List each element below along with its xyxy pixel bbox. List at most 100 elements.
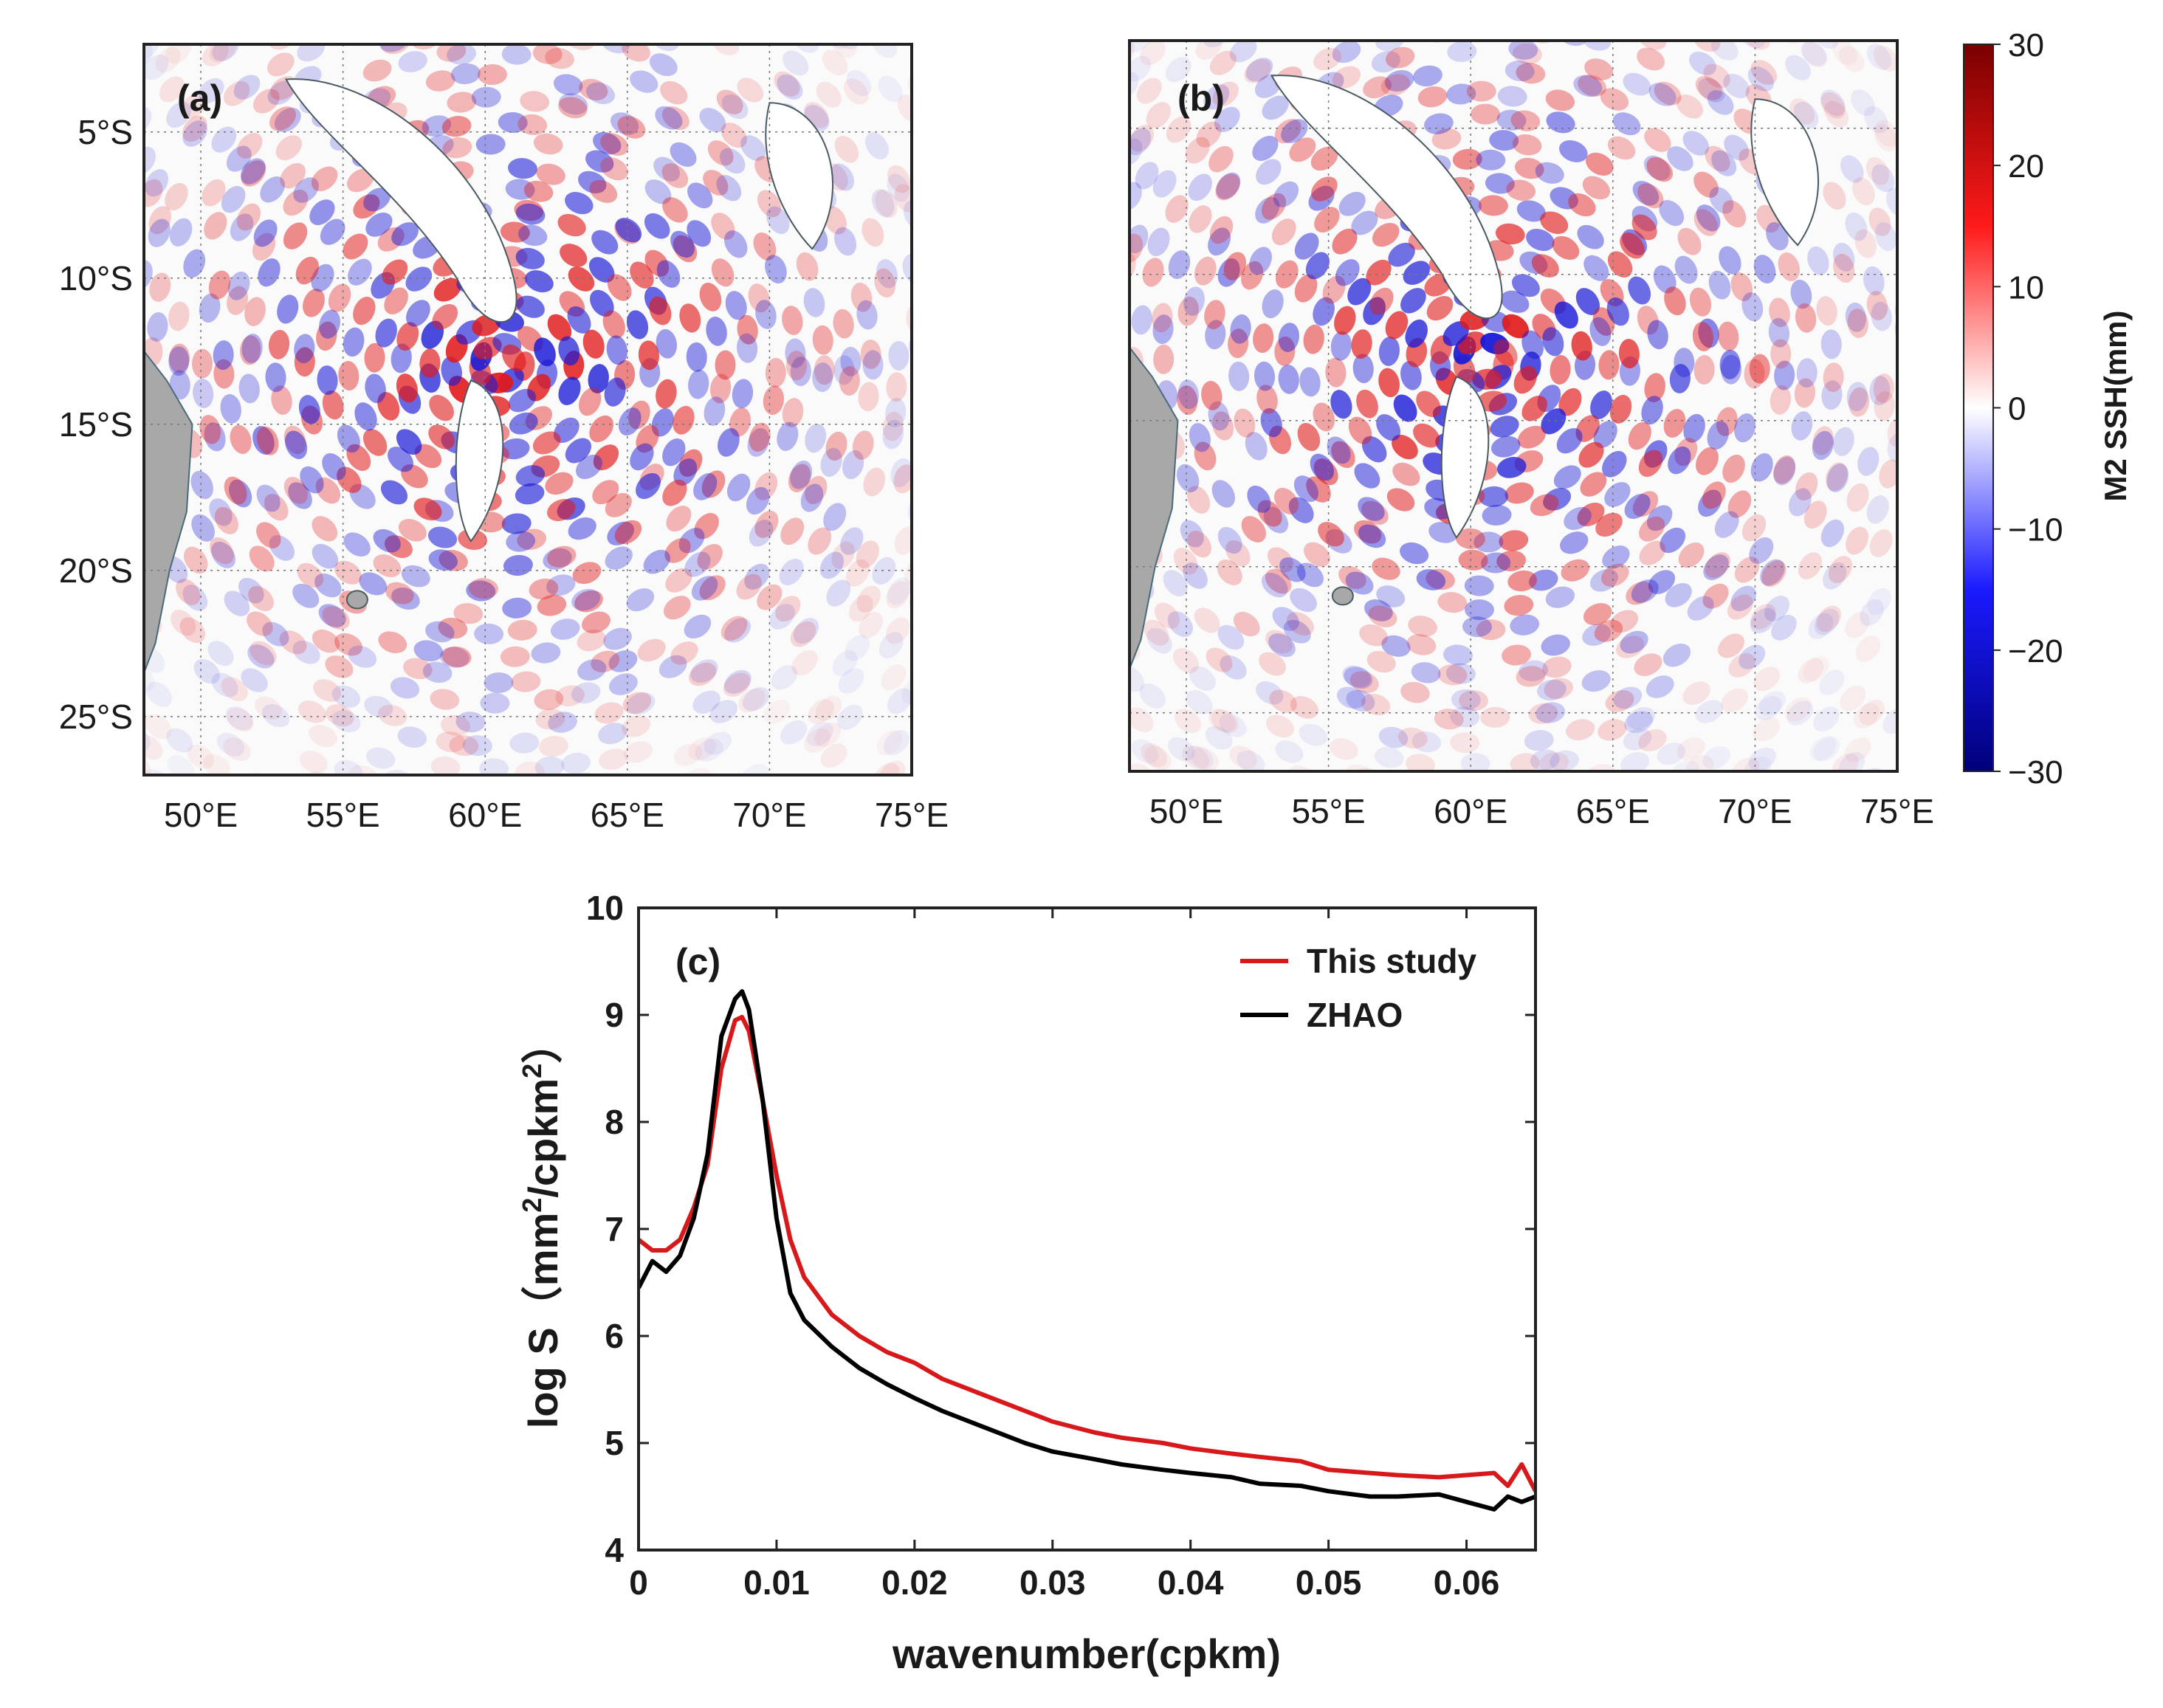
ssh-wave-blob	[167, 755, 194, 775]
ssh-wave-blob	[441, 357, 462, 386]
ssh-wave-blob	[748, 283, 770, 313]
ssh-wave-blob	[890, 458, 912, 487]
ssh-wave-blob	[1091, 79, 1123, 114]
ssh-wave-blob	[1545, 89, 1575, 111]
ssh-wave-blob	[1936, 421, 1962, 453]
ssh-wave-blob	[241, 668, 268, 692]
ssh-wave-blob	[1275, 260, 1299, 289]
ssh-wave-blob	[978, 402, 1003, 433]
ssh-wave-blob	[1813, 706, 1840, 731]
ssh-wave-blob	[1594, 619, 1623, 642]
ssh-wave-blob	[1637, 306, 1659, 335]
ssh-wave-blob	[1802, 42, 1828, 68]
ssh-wave-blob	[1397, 727, 1428, 749]
ssh-wave-blob	[167, 937, 202, 969]
ssh-wave-blob	[952, 414, 976, 446]
ssh-wave-blob	[516, 985, 546, 1008]
ssh-wave-blob	[1790, 279, 1812, 309]
ssh-wave-blob	[353, 194, 380, 219]
ssh-wave-blob	[28, 249, 55, 282]
ssh-wave-blob	[1005, 278, 1030, 311]
ssh-wave-blob	[343, 233, 368, 260]
ssh-wave-blob	[1721, 688, 1748, 712]
y-tick-label: 8	[605, 1103, 624, 1141]
ssh-wave-blob	[2029, 0, 2063, 7]
ssh-wave-blob	[256, 522, 281, 548]
ssh-wave-blob	[1809, 736, 1837, 761]
ssh-wave-blob	[558, 376, 581, 405]
ssh-wave-blob	[1022, 489, 1052, 524]
ssh-wave-blob	[939, 468, 966, 502]
ssh-wave-blob	[1253, 323, 1274, 354]
ssh-wave-blob	[262, 828, 298, 858]
ssh-wave-blob	[1631, 0, 1666, 27]
ssh-wave-blob	[1562, 1040, 1594, 1064]
ssh-wave-blob	[924, 183, 954, 218]
ssh-wave-blob	[190, 471, 213, 500]
ssh-wave-blob	[694, 828, 729, 858]
ssh-wave-blob	[2005, 219, 2032, 253]
ssh-wave-blob	[4, 672, 38, 709]
ssh-wave-blob	[949, 298, 972, 330]
ssh-wave-blob	[1073, 4, 1106, 40]
ssh-wave-blob	[1140, 743, 1168, 768]
ssh-wave-blob	[264, 976, 299, 1005]
ssh-wave-blob	[1299, 367, 1321, 397]
x-tick-label: 0.05	[1296, 1563, 1362, 1602]
ssh-wave-blob	[1655, 884, 1690, 913]
ssh-wave-blob	[832, 650, 858, 676]
ssh-wave-blob	[422, 917, 453, 940]
ssh-wave-blob	[805, 475, 828, 505]
ssh-wave-blob	[690, 659, 718, 683]
y-tick-label: 9	[605, 996, 624, 1034]
ssh-wave-blob	[1220, 655, 1247, 680]
ssh-wave-blob	[1998, 788, 2033, 824]
ssh-wave-blob	[146, 681, 173, 707]
ssh-wave-blob	[1354, 463, 1380, 489]
ssh-wave-blob	[1929, 458, 1957, 492]
ssh-wave-blob	[1442, 321, 1469, 346]
ssh-wave-blob	[182, 120, 207, 147]
ssh-wave-blob	[790, 12, 822, 48]
ssh-wave-blob	[1554, 301, 1578, 329]
ssh-wave-blob	[1541, 634, 1570, 656]
ssh-wave-blob	[1064, 652, 1096, 689]
ssh-wave-blob	[1003, 661, 1037, 697]
ssh-wave-blob	[429, 395, 454, 421]
ssh-wave-blob	[844, 830, 880, 864]
ssh-wave-blob	[1584, 58, 1614, 80]
ssh-wave-blob	[204, 212, 227, 240]
ssh-wave-blob	[1632, 491, 1659, 517]
ssh-wave-blob	[322, 390, 344, 420]
ssh-wave-blob	[1293, 837, 1328, 866]
ssh-wave-blob	[1260, 880, 1295, 909]
ssh-wave-blob	[532, 431, 561, 455]
ssh-wave-blob	[1555, 0, 1588, 21]
ssh-wave-blob	[440, 21, 472, 44]
y-tick-label: 6	[605, 1317, 624, 1355]
ssh-wave-blob	[2076, 204, 2103, 238]
ssh-wave-blob	[806, 722, 833, 747]
ssh-wave-blob	[626, 588, 655, 612]
ssh-wave-blob	[610, 112, 639, 135]
ssh-wave-blob	[1532, 862, 1564, 886]
ssh-wave-blob	[1194, 847, 1229, 879]
ssh-wave-blob	[256, 426, 279, 455]
ssh-wave-blob	[2150, 55, 2163, 90]
ssh-wave-blob	[1652, 935, 1686, 963]
ssh-wave-blob	[1795, 472, 1818, 501]
ssh-wave-blob	[0, 415, 19, 447]
ssh-wave-blob	[688, 0, 723, 20]
ssh-wave-blob	[239, 335, 261, 365]
ssh-wave-blob	[1816, 296, 1837, 326]
ssh-wave-blob	[1031, 567, 1062, 602]
ssh-wave-blob	[1826, 965, 1861, 996]
ssh-wave-blob	[1631, 214, 1657, 241]
ssh-wave-blob	[985, 807, 1020, 842]
ssh-wave-blob	[145, 714, 172, 740]
ssh-wave-blob	[543, 548, 572, 570]
ssh-wave-blob	[19, 186, 49, 221]
ssh-wave-blob	[292, 583, 320, 608]
ssh-wave-blob	[711, 258, 735, 287]
ssh-wave-blob	[1676, 780, 1711, 811]
